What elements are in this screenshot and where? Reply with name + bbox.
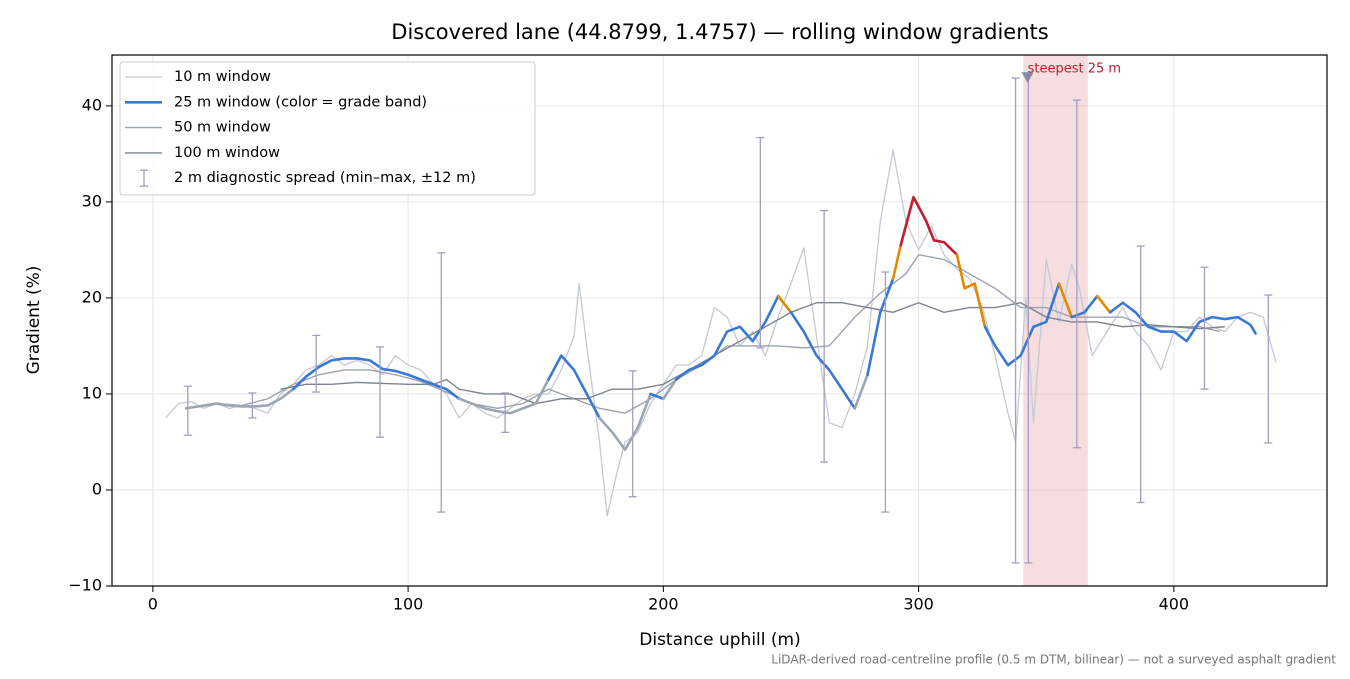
y-tick-label: 20 bbox=[82, 287, 102, 306]
y-tick-label: 0 bbox=[92, 479, 102, 498]
line-segment bbox=[598, 392, 652, 451]
error-bar bbox=[1200, 266, 1209, 390]
y-tick-label: 30 bbox=[82, 191, 102, 210]
line-segment bbox=[899, 195, 959, 257]
highlight-region bbox=[1023, 55, 1088, 586]
series-line bbox=[216, 254, 1220, 414]
y-tick-label: 10 bbox=[82, 383, 102, 402]
line-segment bbox=[457, 378, 550, 415]
line-segment bbox=[184, 387, 295, 410]
error-bar bbox=[756, 136, 765, 349]
line-segment bbox=[291, 357, 461, 401]
error-bar bbox=[312, 334, 321, 393]
line-segment bbox=[1057, 282, 1074, 319]
line-segment bbox=[1095, 294, 1112, 314]
x-tick-label: 100 bbox=[393, 595, 424, 614]
legend-box bbox=[119, 61, 536, 196]
error-bar bbox=[1011, 77, 1020, 564]
x-axis-label: Distance uphill (m) bbox=[639, 630, 800, 650]
x-tick-label: 300 bbox=[903, 595, 934, 614]
line-segment bbox=[955, 253, 987, 329]
x-tick-label: 400 bbox=[1159, 595, 1190, 614]
steepest-marker bbox=[1021, 72, 1034, 84]
legend-label: 10 m window bbox=[174, 69, 271, 85]
line-segment bbox=[891, 243, 903, 281]
annotation-text: steepest 25 m bbox=[1028, 62, 1121, 77]
line-segment bbox=[1070, 294, 1099, 319]
error-bar bbox=[820, 209, 829, 463]
y-tick-label: −10 bbox=[68, 576, 102, 595]
error-bar bbox=[1264, 294, 1273, 444]
error-bar bbox=[183, 385, 192, 436]
legend: 10 m window 25 m window (color = grade ba… bbox=[119, 61, 536, 196]
line-segment bbox=[776, 294, 793, 314]
legend-label: 2 m diagnostic spread (min–max, ±12 m) bbox=[174, 170, 476, 186]
line-segment bbox=[853, 373, 869, 410]
y-axis-label: Gradient (%) bbox=[24, 266, 44, 375]
error-bar bbox=[628, 370, 637, 498]
error-bar bbox=[1136, 245, 1145, 504]
series-line bbox=[280, 302, 1225, 405]
line-segment bbox=[674, 294, 780, 381]
line-segment bbox=[789, 311, 857, 410]
line-segment bbox=[662, 378, 678, 401]
error-bar bbox=[881, 271, 890, 513]
legend-label: 50 m window bbox=[174, 120, 271, 136]
error-bar bbox=[501, 392, 510, 434]
error-bar bbox=[1072, 99, 1081, 449]
error-bar bbox=[248, 392, 257, 419]
chart-title: Discovered lane (44.8799, 1.4757) — roll… bbox=[391, 20, 1048, 44]
footnote: LiDAR-derived road-centreline profile (0… bbox=[771, 653, 1336, 667]
line-segment bbox=[983, 282, 1061, 367]
line-segment bbox=[547, 354, 601, 420]
plot-frame bbox=[111, 54, 1328, 587]
legend-label: 25 m window (color = grade band) bbox=[174, 94, 427, 110]
line-segment bbox=[649, 392, 665, 401]
series-line bbox=[165, 149, 1277, 517]
x-tick-label: 200 bbox=[648, 595, 679, 614]
error-bar bbox=[437, 252, 446, 513]
legend-label: 100 m window bbox=[174, 145, 280, 161]
line-segment bbox=[1108, 301, 1257, 343]
error-bar bbox=[376, 346, 385, 438]
line-segment bbox=[866, 277, 895, 377]
y-tick-label: 40 bbox=[82, 95, 102, 114]
x-tick-label: 0 bbox=[148, 595, 158, 614]
